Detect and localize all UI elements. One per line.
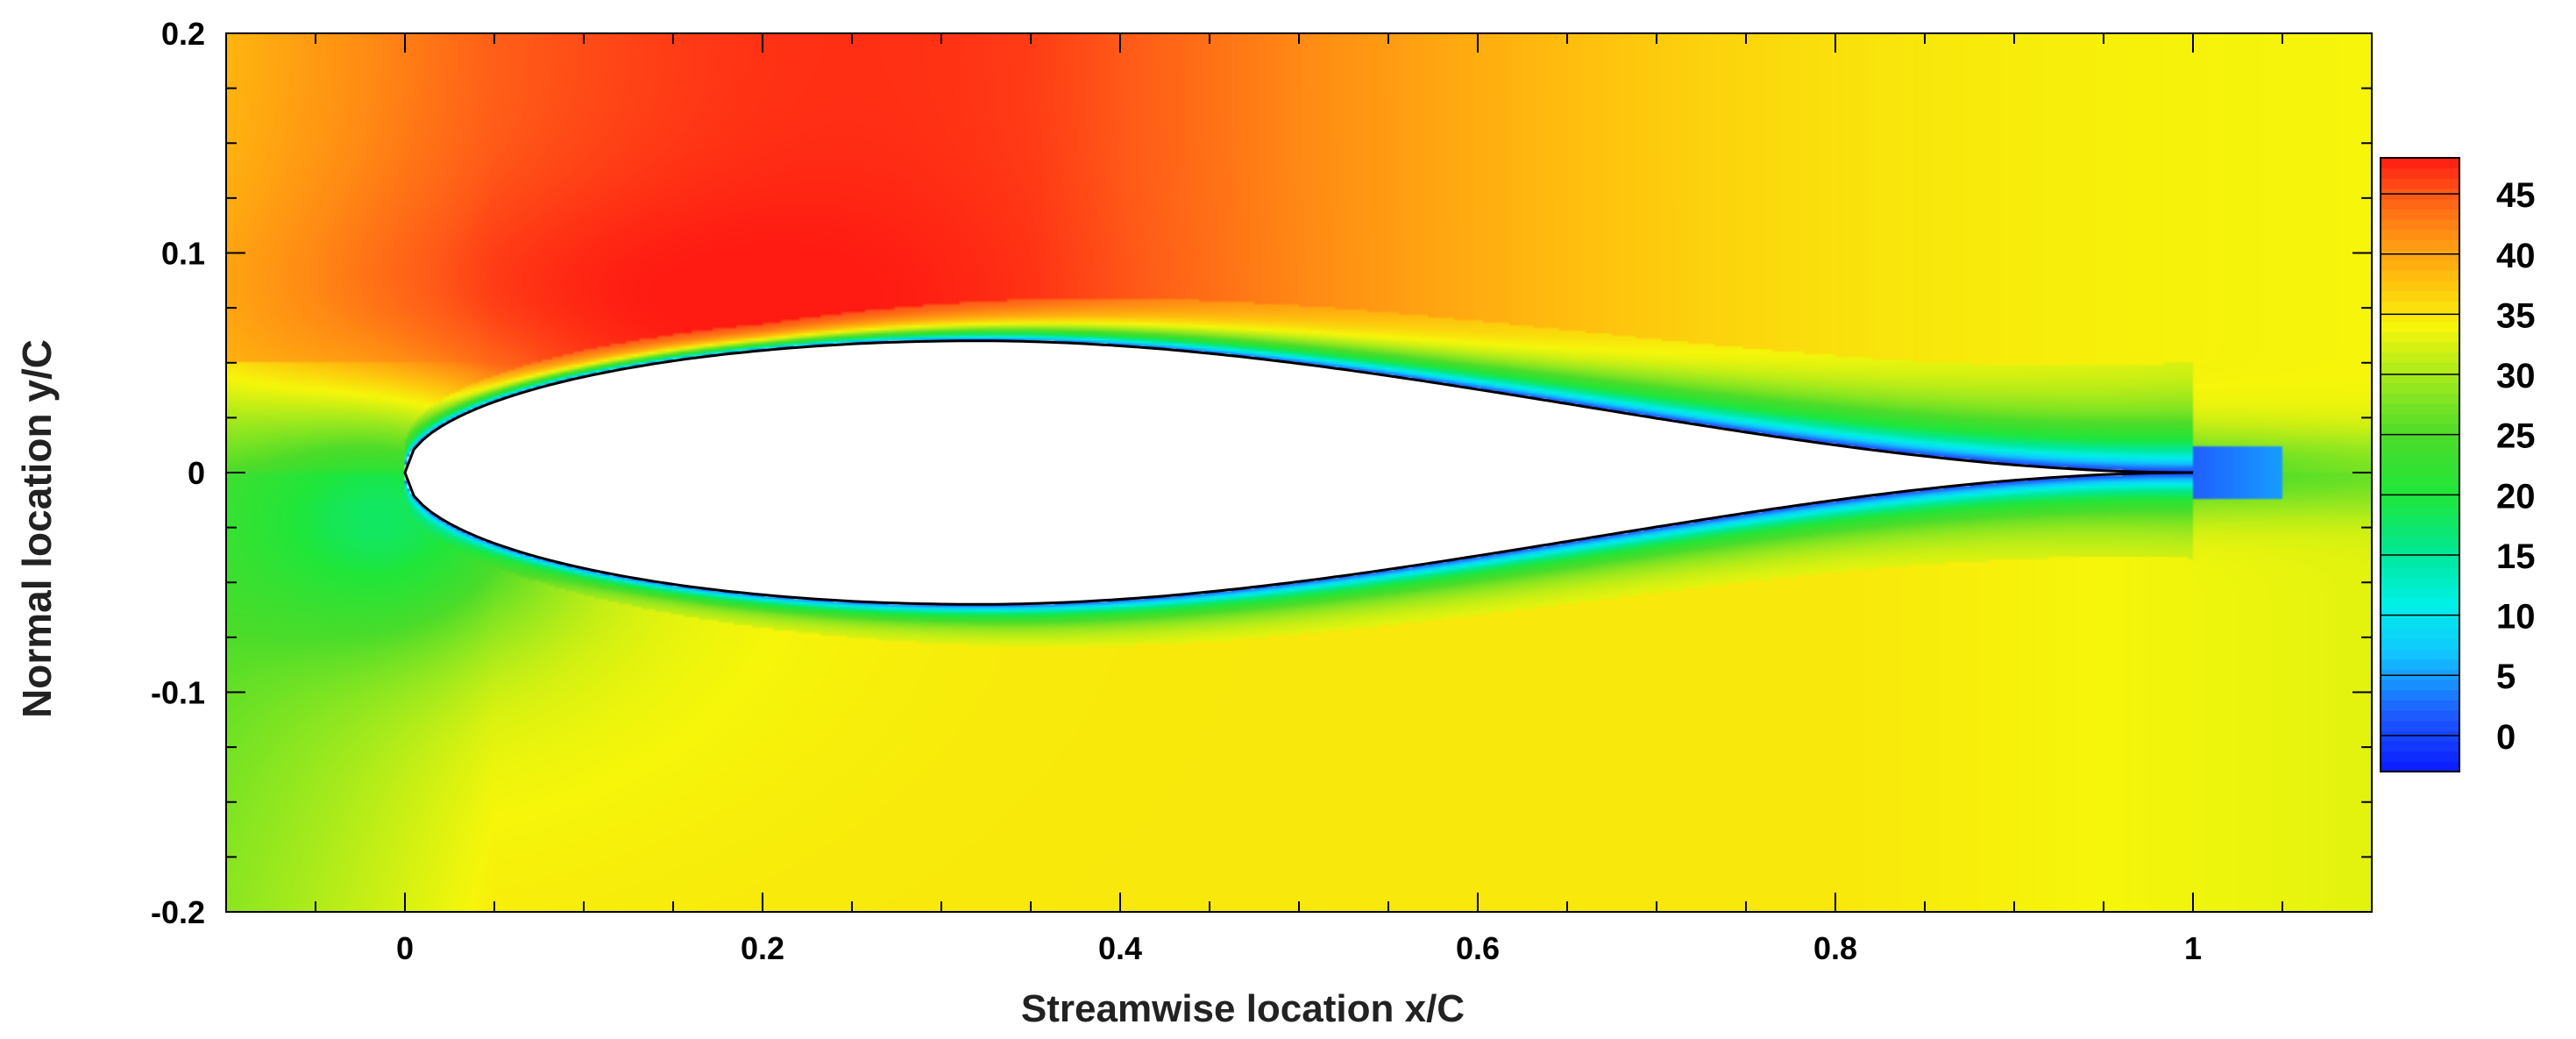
colorbar-band — [2381, 423, 2459, 435]
colorbar-tick-label: 0 — [2496, 718, 2516, 757]
colorbar-band — [2381, 434, 2459, 445]
colorbar-band — [2381, 505, 2459, 516]
colorbar-band — [2381, 546, 2459, 558]
colorbar-band — [2381, 301, 2459, 312]
colorbar-band — [2381, 382, 2459, 394]
y-tick-label: 0 — [188, 455, 205, 491]
colorbar-band — [2381, 587, 2459, 599]
colorbar-band — [2381, 270, 2459, 281]
x-axis-label: Streamwise location x/C — [1021, 987, 1465, 1030]
colorbar-band — [2381, 352, 2459, 363]
colorbar-band — [2381, 373, 2459, 384]
colorbar-band — [2381, 311, 2459, 323]
colorbar-band — [2381, 710, 2459, 722]
axis-ticks: 0 0.2 0.4 0.6 0.8 1 -0.2 -0.1 0 0.1 0.2 — [151, 16, 2373, 966]
colorbar-band — [2381, 536, 2459, 547]
colorbar-band — [2381, 209, 2459, 220]
colorbar-band — [2381, 577, 2459, 588]
colorbar-band — [2381, 229, 2459, 240]
colorbar-band — [2381, 566, 2459, 578]
colorbar-band — [2381, 618, 2459, 630]
colorbar-band — [2381, 649, 2459, 660]
colorbar-band — [2381, 321, 2459, 332]
airfoil-body — [403, 339, 2193, 606]
colorbar-band — [2381, 393, 2459, 404]
colorbar-tick-label: 30 — [2496, 357, 2536, 395]
y-tick-label: 0.2 — [161, 16, 205, 52]
colorbar-band — [2381, 465, 2459, 476]
colorbar-band — [2381, 700, 2459, 711]
colorbar-tick-label: 10 — [2496, 598, 2536, 637]
colorbar-band — [2381, 198, 2459, 210]
y-tick-label: 0.1 — [161, 236, 205, 272]
colorbar-band — [2381, 413, 2459, 424]
x-tick-label: 0 — [396, 930, 414, 966]
colorbar-band — [2381, 526, 2459, 537]
colorbar-band — [2381, 178, 2459, 189]
colorbar-tick-label: 25 — [2496, 417, 2536, 456]
colorbar-band — [2381, 516, 2459, 527]
colorbar-band — [2381, 597, 2459, 608]
x-tick-label: 0.4 — [1098, 930, 1142, 966]
x-tick-label: 1 — [2184, 930, 2202, 966]
colorbar-band — [2381, 720, 2459, 731]
y-axis-label: Normal location y/C — [14, 339, 60, 718]
colorbar-tick-label: 5 — [2496, 658, 2516, 696]
velocity-field — [226, 33, 2372, 912]
x-tick-label: 0.2 — [741, 930, 784, 966]
colorbar-band — [2381, 250, 2459, 261]
colorbar-tick-label: 35 — [2496, 296, 2536, 335]
y-tick-label: -0.1 — [151, 675, 205, 711]
colorbar-tick-label: 40 — [2496, 237, 2536, 275]
colorbar: 0 5 10 15 20 25 30 35 40 45 — [2380, 157, 2536, 772]
colorbar-band — [2381, 158, 2459, 169]
colorbar-band — [2381, 474, 2459, 486]
y-tick-label: -0.2 — [151, 894, 205, 930]
colorbar-band — [2381, 608, 2459, 619]
colorbar-band — [2381, 403, 2459, 415]
colorbar-band — [2381, 495, 2459, 507]
colorbar-band — [2381, 167, 2459, 179]
x-tick-label: 0.8 — [1813, 930, 1857, 966]
colorbar-band — [2381, 557, 2459, 568]
colorbar-band — [2381, 239, 2459, 251]
colorbar-band — [2381, 331, 2459, 343]
colorbar-band — [2381, 444, 2459, 455]
colorbar-band — [2381, 689, 2459, 701]
colorbar-tick-label: 15 — [2496, 537, 2536, 576]
colorbar-band — [2381, 342, 2459, 353]
colorbar-band — [2381, 219, 2459, 231]
colorbar-band — [2381, 761, 2459, 772]
colorbar-band — [2381, 628, 2459, 639]
colorbar-tick-label: 20 — [2496, 477, 2536, 516]
colorbar-band — [2381, 281, 2459, 292]
colorbar-tick-label: 45 — [2496, 176, 2536, 215]
colorbar-band — [2381, 751, 2459, 762]
x-tick-label: 0.6 — [1456, 930, 1500, 966]
colorbar-band — [2381, 485, 2459, 496]
colorbar-band — [2381, 454, 2459, 466]
colorbar-band — [2381, 680, 2459, 691]
colorbar-band — [2381, 290, 2459, 302]
colorbar-band — [2381, 741, 2459, 752]
colorbar-band — [2381, 658, 2459, 670]
colorbar-band — [2381, 362, 2459, 374]
colorbar-band — [2381, 260, 2459, 271]
colorbar-band — [2381, 638, 2459, 650]
colorbar-border — [2380, 157, 2460, 772]
